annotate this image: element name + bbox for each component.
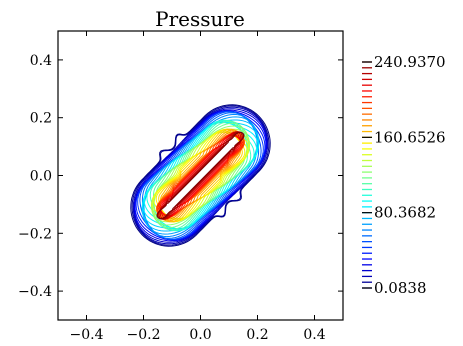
contour-level-11 (142, 116, 259, 235)
contour-level-21 (151, 128, 250, 223)
colorbar-tick-label: 80.3682 (374, 204, 436, 222)
contour-level-13 (141, 121, 260, 230)
y-tick-label: 0.2 (30, 111, 52, 127)
x-tick-label: −0.2 (127, 327, 161, 343)
x-tick-label: 0.2 (246, 327, 268, 343)
colorbar-tick-label: 240.9370 (374, 53, 446, 71)
contour-level-37 (158, 131, 243, 220)
y-tick-label: 0.4 (30, 53, 52, 69)
contour-level-4 (133, 109, 268, 242)
colorbar-tick-label: 0.0838 (374, 279, 427, 297)
contour-level-0 (130, 104, 271, 247)
contour-level-5 (134, 110, 267, 241)
contour-level-6 (135, 110, 266, 241)
contour-level-34 (159, 132, 242, 219)
plot-frame (57, 30, 344, 321)
contour-lines (130, 104, 271, 247)
contour-level-38 (157, 131, 244, 220)
y-tick-label: 0.0 (30, 169, 52, 185)
contour-level-30 (156, 132, 245, 219)
contour-level-3 (133, 108, 268, 243)
contour-level-12 (142, 119, 259, 232)
contour-level-20 (152, 125, 249, 226)
contour-level-2 (132, 106, 269, 245)
contour-level-36 (159, 131, 242, 220)
x-tick-label: 0.4 (303, 327, 325, 343)
y-tick-label: −0.4 (18, 284, 52, 300)
colorbar: 240.9370 160.6526 80.3682 0.0838 (362, 53, 446, 297)
colorbar-tick-label: 160.6526 (374, 128, 446, 146)
y-tick-label: −0.2 (18, 226, 52, 242)
y-axis: 0.4 0.2 0.0 −0.2 −0.4 (18, 53, 343, 300)
x-tick-label: −0.4 (70, 327, 104, 343)
x-tick-label: 0.0 (189, 327, 211, 343)
x-axis: −0.4 −0.2 0.0 0.2 0.4 (70, 31, 326, 343)
contour-level-39 (156, 131, 245, 220)
contour-level-1 (131, 105, 270, 246)
chart-title: Pressure (155, 7, 245, 31)
contour-level-14 (142, 121, 259, 230)
contour-level-31 (156, 134, 245, 217)
contour-level-35 (160, 131, 241, 220)
